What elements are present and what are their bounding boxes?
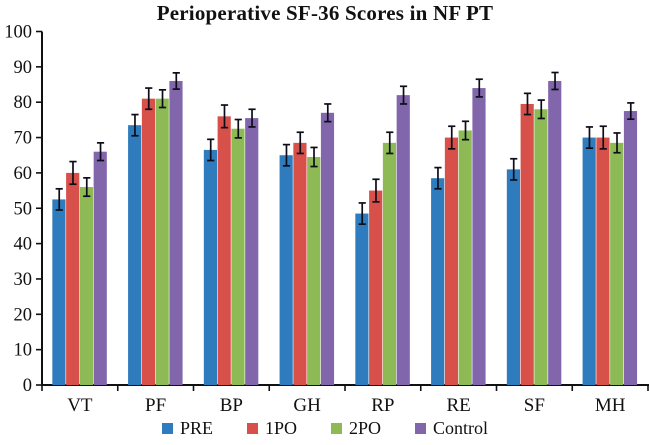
y-tick-label: 90 — [14, 58, 33, 78]
legend-swatch-2PO — [331, 423, 342, 434]
bar-Control-PF — [169, 80, 183, 386]
bar-1PO-MH — [596, 137, 610, 385]
y-tick-label: 70 — [14, 129, 33, 149]
bar-1PO-PF — [141, 98, 156, 385]
y-tick-label: 80 — [14, 93, 33, 113]
x-category-label: GH — [293, 395, 321, 416]
y-tick-label: 20 — [14, 305, 33, 325]
y-tick-label: 0 — [23, 376, 32, 396]
x-category-label: BP — [220, 395, 243, 416]
legend-swatch-PRE — [161, 423, 173, 434]
plot-area: 0 10 20 30 40 50 60 70 80 90 100 VT PF BP GH RP RE SF MH — [4, 23, 649, 416]
bar-2PO-SF — [534, 109, 548, 386]
legend-item-2PO: 2PO — [331, 418, 381, 439]
legend-label: Control — [433, 418, 489, 438]
y-tick-label: 100 — [4, 23, 32, 43]
bar-PRE-GH — [279, 155, 293, 385]
bar-Control-GH — [320, 112, 335, 386]
bar-PRE-RP — [355, 213, 369, 385]
legend-label: 2PO — [349, 418, 382, 438]
bar-2PO-VT — [79, 187, 94, 385]
bar-Control-RE — [472, 88, 486, 385]
legend-item-1PO: 1PO — [246, 418, 297, 439]
y-tick-label: 60 — [14, 164, 33, 184]
x-category-label: RP — [371, 395, 394, 416]
bar-2PO-RP — [382, 142, 397, 385]
bar-Control-MH — [623, 111, 638, 385]
legend-label: PRE — [179, 418, 213, 438]
bar-PRE-PF — [128, 125, 142, 386]
bar-PRE-MH — [582, 137, 596, 385]
x-category-label: VT — [67, 395, 93, 416]
y-tick-label: 50 — [14, 199, 33, 219]
bar-1PO-GH — [293, 142, 307, 385]
bar-1PO-RE — [444, 137, 459, 385]
x-category-label: PF — [145, 395, 166, 416]
bar-Control-VT — [93, 151, 107, 385]
legend-item-PRE: PRE — [161, 418, 213, 439]
legend-label: 1PO — [264, 418, 297, 438]
bar-2PO-GH — [307, 156, 321, 385]
legend: PRE 1PO 2PO Control — [0, 418, 650, 439]
chart-title: Perioperative SF-36 Scores in NF PT — [156, 1, 494, 25]
bar-Control-BP — [245, 118, 259, 386]
bar-PRE-VT — [52, 199, 66, 385]
bar-2PO-MH — [610, 142, 624, 385]
legend-swatch-Control — [415, 423, 427, 434]
y-tick-label: 40 — [14, 235, 33, 255]
bar-PRE-SF — [506, 169, 521, 385]
bar-PRE-RE — [431, 178, 445, 385]
bar-2PO-RE — [458, 130, 472, 385]
legend-item-Control: Control — [415, 418, 488, 439]
bar-Control-RP — [396, 95, 410, 385]
x-category-label: MH — [595, 395, 626, 416]
bar-1PO-VT — [66, 172, 80, 385]
bar-1PO-BP — [217, 116, 231, 385]
y-tick-label: 30 — [14, 270, 33, 290]
x-category-label: SF — [524, 395, 545, 416]
legend-swatch-1PO — [246, 423, 258, 434]
bar-2PO-PF — [155, 98, 169, 385]
y-tick-label: 10 — [14, 341, 33, 361]
bar-2PO-BP — [231, 128, 245, 385]
bar-1PO-SF — [520, 103, 534, 385]
bar-PRE-BP — [203, 149, 218, 385]
x-category-label: RE — [446, 395, 470, 416]
bar-Control-SF — [548, 80, 562, 386]
bar-1PO-RP — [369, 190, 383, 385]
